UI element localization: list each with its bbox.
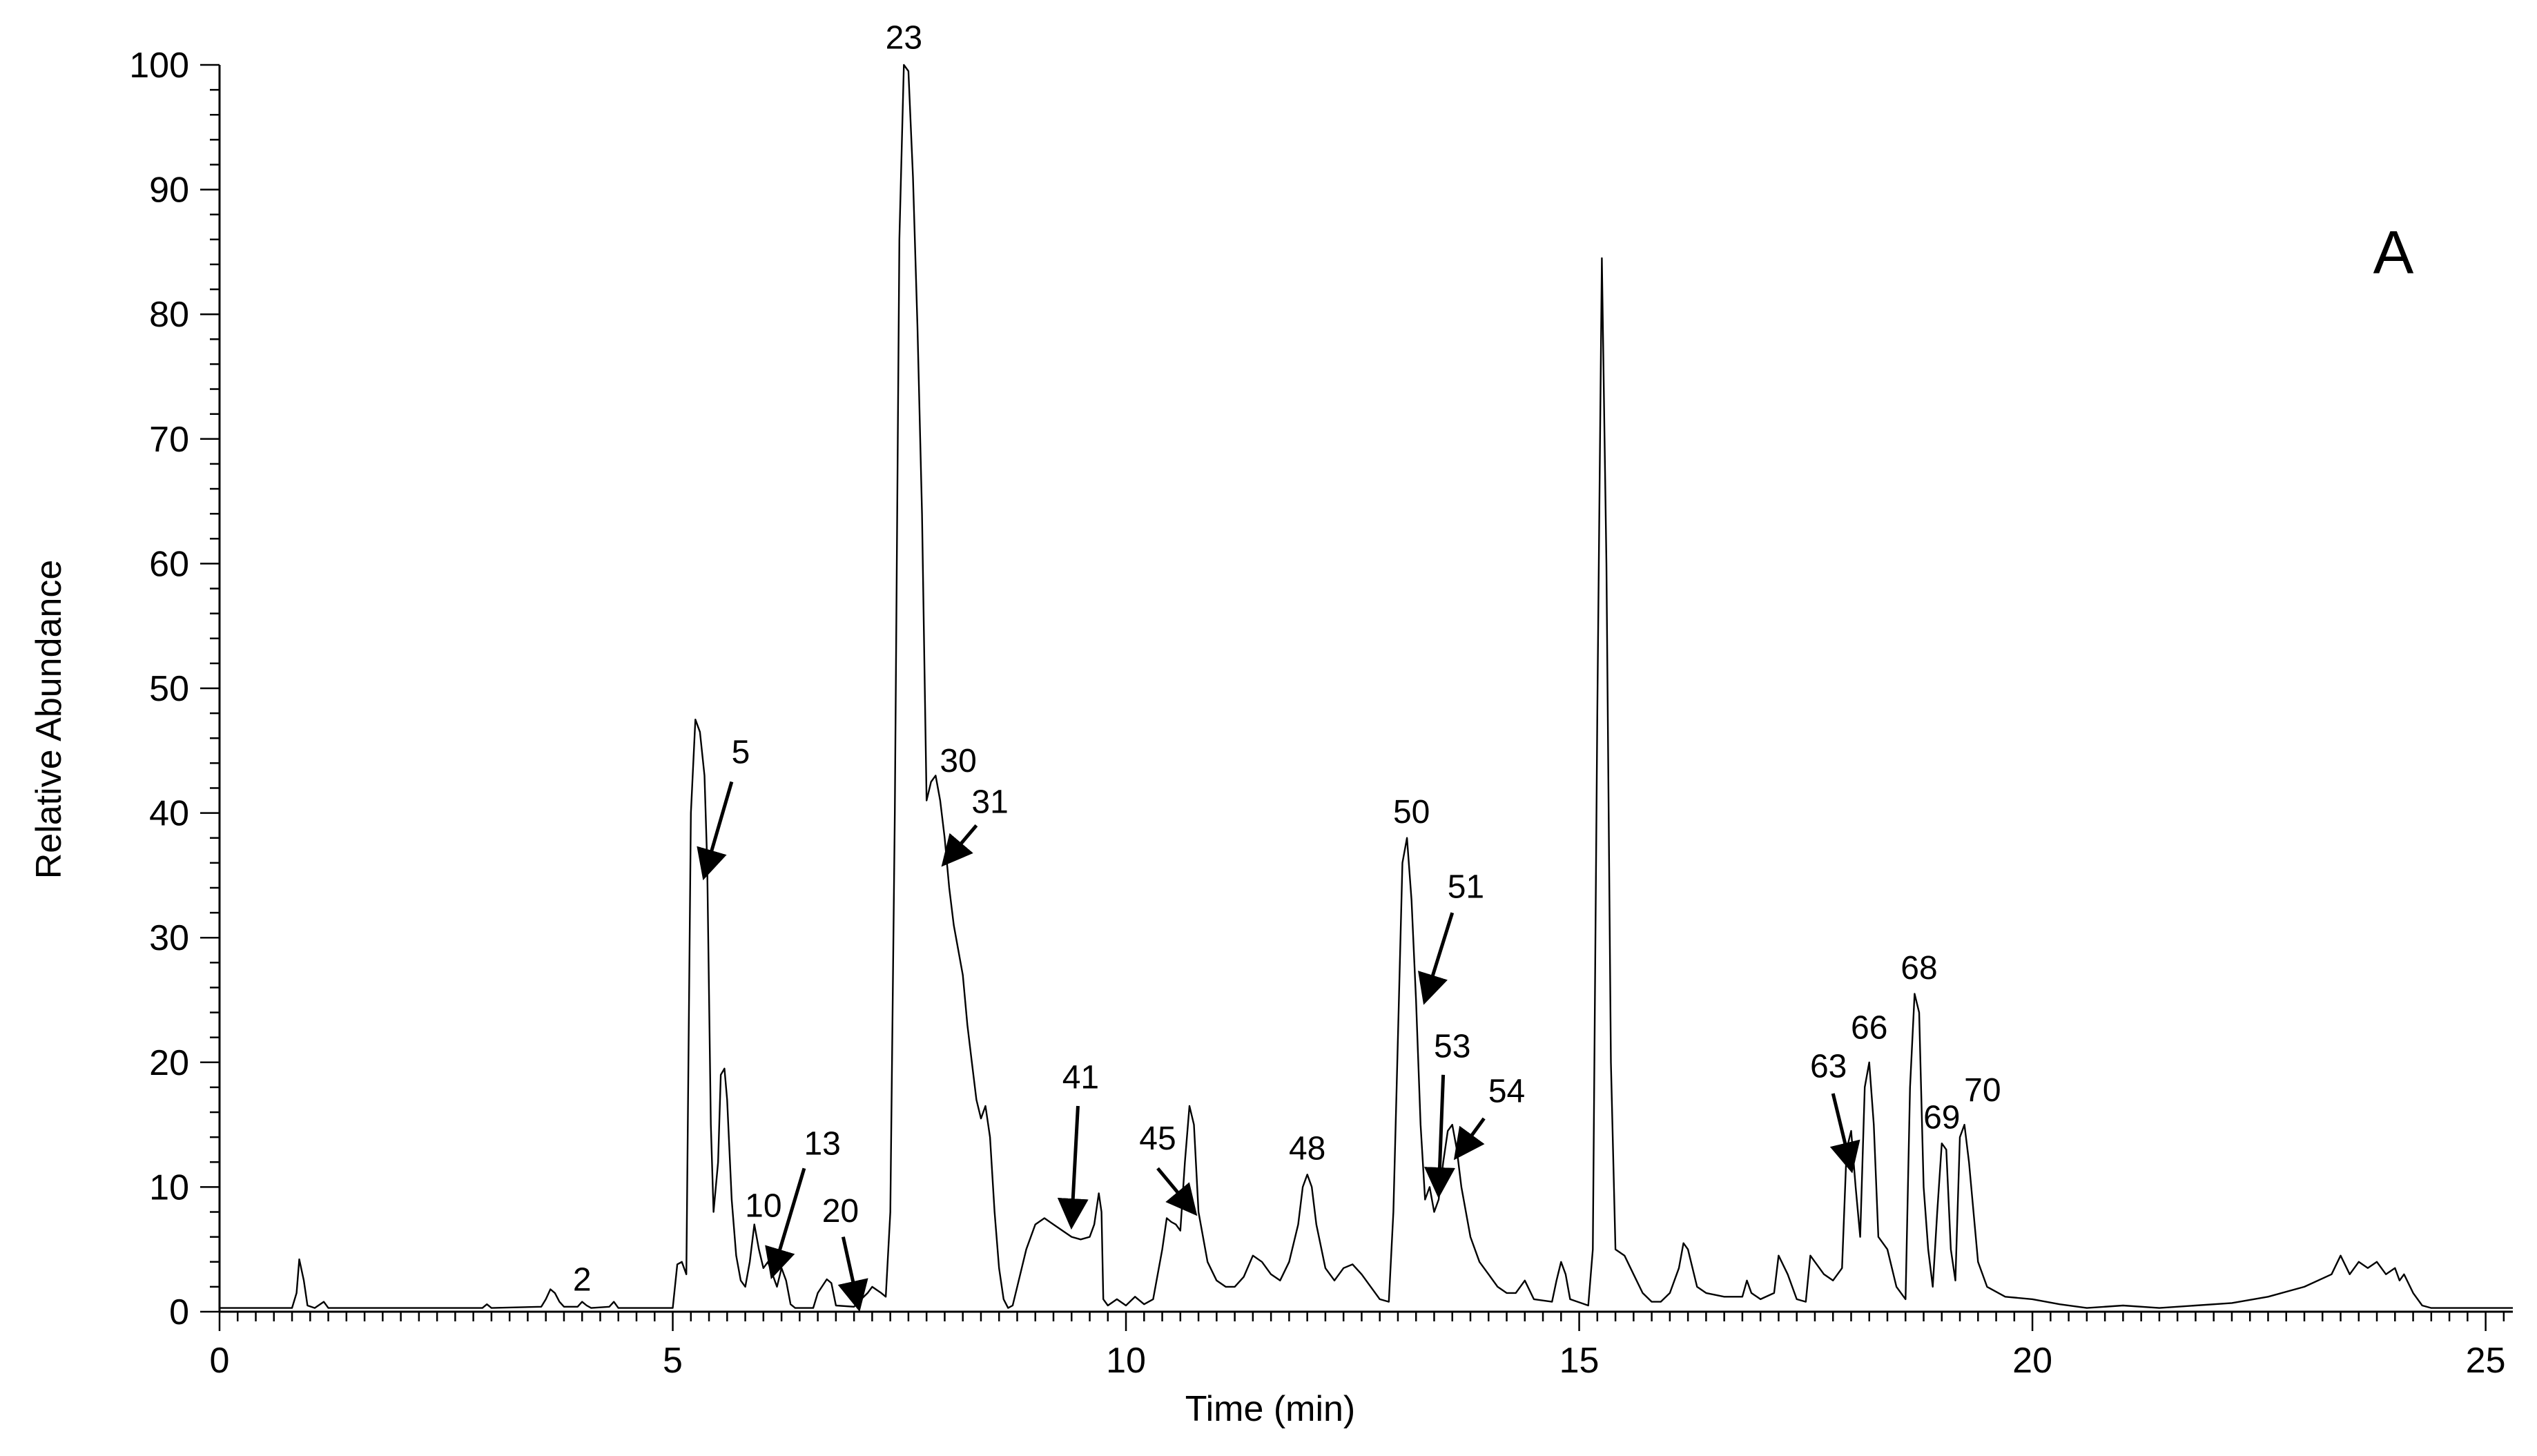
peak-label: 68 <box>1901 950 1937 987</box>
panel-label: A <box>2373 218 2414 287</box>
peak-arrow <box>1423 1074 1455 1198</box>
peak-label: 2 <box>573 1261 592 1298</box>
x-tick-label: 5 <box>663 1341 683 1381</box>
y-tick-label: 40 <box>149 794 189 834</box>
peak-arrow <box>1829 1093 1860 1174</box>
x-tick-label: 25 <box>2466 1341 2506 1381</box>
peak-label: 13 <box>804 1125 840 1162</box>
y-tick-label: 50 <box>149 669 189 709</box>
peak-label: 50 <box>1393 794 1430 831</box>
peak-label: 30 <box>940 743 976 779</box>
trace-layer <box>220 64 2513 1309</box>
peak-label: 48 <box>1289 1131 1325 1167</box>
chromatogram-trace <box>220 64 2513 1309</box>
y-tick-label: 70 <box>149 420 189 460</box>
peak-label: 23 <box>886 20 922 57</box>
y-tick-label: 60 <box>149 544 189 584</box>
peak-arrow <box>697 781 734 881</box>
peak-label: 20 <box>822 1193 859 1230</box>
peak-label: 70 <box>1964 1072 2001 1109</box>
peak-label: 54 <box>1488 1074 1525 1110</box>
x-tick-label: 10 <box>1106 1341 1146 1381</box>
y-tick-label: 0 <box>169 1292 189 1332</box>
peak-label: 53 <box>1434 1029 1470 1065</box>
axes <box>218 65 2513 1313</box>
x-tick-label: 0 <box>210 1341 230 1381</box>
y-tick-label: 90 <box>149 171 189 211</box>
y-axis-label: Relative Abundance <box>29 560 69 880</box>
peak-arrow <box>1453 1117 1486 1161</box>
y-tick-label: 20 <box>149 1043 189 1083</box>
peak-arrow <box>765 1167 806 1280</box>
peak-arrow <box>1418 912 1455 1005</box>
peak-label: 5 <box>732 734 750 770</box>
peak-label: 45 <box>1139 1120 1176 1157</box>
x-tick-label: 15 <box>1559 1341 1600 1381</box>
y-tick-label: 30 <box>149 918 189 958</box>
y-tick-label: 10 <box>149 1167 189 1207</box>
peak-label: 69 <box>1923 1100 1960 1136</box>
peak-label: 41 <box>1062 1060 1099 1096</box>
y-tick-label: 100 <box>129 46 189 86</box>
peak-label: 51 <box>1448 868 1484 905</box>
peak-label: 63 <box>1810 1048 1847 1085</box>
x-axis-label: Time (min) <box>1185 1389 1356 1429</box>
x-tick-label: 20 <box>2012 1341 2052 1381</box>
peak-label: 31 <box>971 784 1008 821</box>
peak-label: 10 <box>745 1188 781 1225</box>
peak-arrow <box>837 1236 868 1312</box>
y-tick-label: 80 <box>149 295 189 335</box>
peak-label: 66 <box>1851 1009 1887 1046</box>
peak-arrow <box>941 824 978 867</box>
peak-arrow <box>1156 1167 1198 1216</box>
peak-arrow <box>1057 1105 1089 1230</box>
